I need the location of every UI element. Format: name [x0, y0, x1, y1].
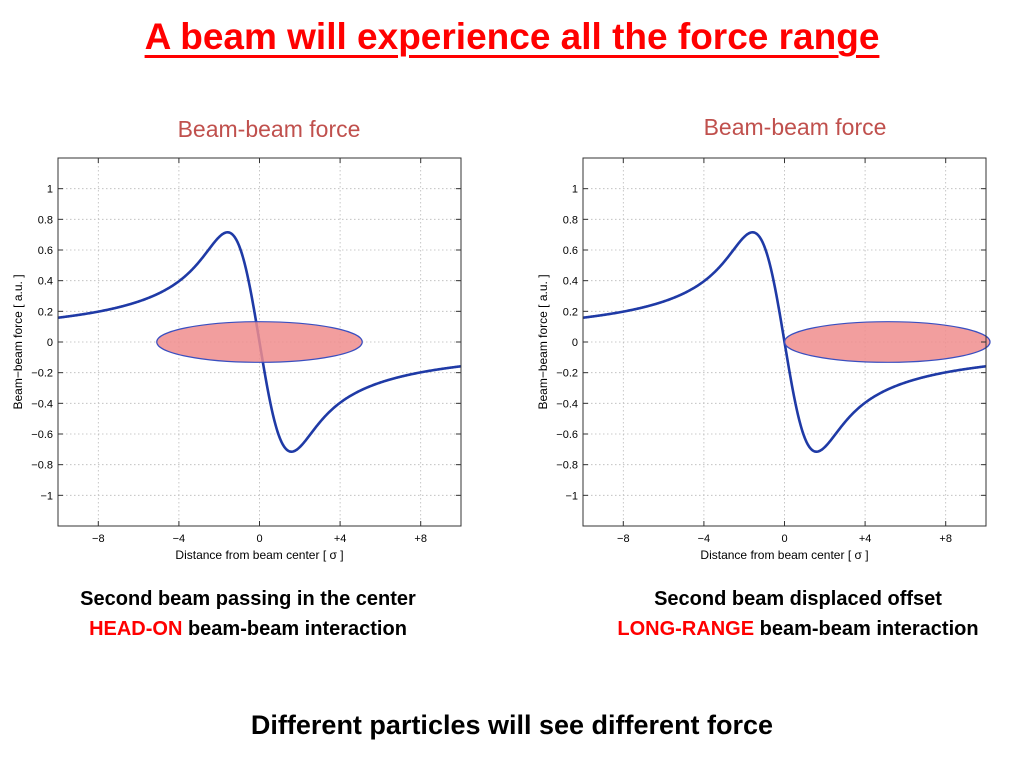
- caption-right-line2: LONG-RANGE beam-beam interaction: [578, 614, 1018, 644]
- x-tick-label: −8: [617, 533, 630, 545]
- x-tick-label: +8: [414, 533, 427, 545]
- x-tick-label: −4: [698, 533, 711, 545]
- caption-right-line1: Second beam displaced offset: [654, 588, 942, 610]
- y-tick-label: 0.4: [38, 276, 53, 288]
- x-tick-label: 0: [781, 533, 787, 545]
- y-axis-label: Beam−beam force [ a.u. ]: [11, 274, 25, 409]
- y-tick-label: −1: [40, 490, 53, 502]
- footer-text: Different particles will see different f…: [250, 710, 774, 740]
- head-on-label: HEAD-ON: [89, 618, 183, 640]
- y-tick-label: 1: [572, 184, 578, 196]
- x-tick-label: +4: [859, 533, 872, 545]
- x-axis-label: Distance from beam center [ σ ]: [700, 548, 868, 562]
- y-tick-label: 0.2: [563, 306, 578, 318]
- y-tick-label: 0: [572, 337, 578, 349]
- caption-left-line2-rest: beam-beam interaction: [182, 618, 407, 640]
- x-tick-label: +4: [334, 533, 347, 545]
- y-tick-label: 0.8: [38, 214, 53, 226]
- long-range-label: LONG-RANGE: [617, 618, 755, 640]
- y-tick-label: 0.6: [38, 245, 53, 257]
- caption-right: Second beam displaced offset LONG-RANGE …: [578, 584, 1018, 644]
- y-tick-label: 1: [47, 184, 53, 196]
- caption-left-line1: Second beam passing in the center: [80, 588, 416, 610]
- y-tick-label: 0.6: [563, 245, 578, 257]
- y-tick-label: 0.2: [38, 306, 53, 318]
- y-tick-label: 0.4: [563, 276, 578, 288]
- y-tick-label: −1: [565, 490, 578, 502]
- x-tick-label: 0: [256, 533, 262, 545]
- y-axis-label: Beam−beam force [ a.u. ]: [536, 274, 550, 409]
- y-tick-label: −0.6: [31, 429, 53, 441]
- x-tick-label: −4: [173, 533, 186, 545]
- caption-right-line2-rest: beam-beam interaction: [754, 618, 979, 640]
- x-tick-label: +8: [939, 533, 952, 545]
- y-tick-label: −0.2: [556, 368, 578, 380]
- caption-left-line2: HEAD-ON beam-beam interaction: [28, 614, 468, 644]
- y-tick-label: −0.4: [31, 398, 53, 410]
- panel-title-left: Beam-beam force: [177, 116, 361, 142]
- x-axis-label: Distance from beam center [ σ ]: [175, 548, 343, 562]
- y-tick-label: 0.8: [563, 214, 578, 226]
- panel-title-right: Beam-beam force: [703, 114, 887, 140]
- caption-left: Second beam passing in the center HEAD-O…: [28, 584, 468, 644]
- y-tick-label: −0.8: [31, 460, 53, 472]
- y-tick-label: −0.2: [31, 368, 53, 380]
- beam-ellipse: [156, 321, 363, 363]
- slide-title: A beam will experience all the force ran…: [144, 16, 880, 57]
- chart-long-range: −8 −4 0 +4 +8 1 0.8 0.6 0.4 0.2 0 −0.2 −0.4 −0.6 −0.8 −…: [536, 157, 991, 562]
- y-tick-label: 0: [47, 337, 53, 349]
- beam-ellipse: [783, 321, 991, 363]
- y-tick-label: −0.8: [556, 460, 578, 472]
- y-tick-label: −0.4: [556, 398, 578, 410]
- y-tick-label: −0.6: [556, 429, 578, 441]
- x-tick-label: −8: [92, 533, 105, 545]
- chart-head-on: −8 −4 0 +4 +8 1 0.8 0.6 0.4 0.2 0 −0.2 −0.4 −0.6 −0.8 −…: [11, 157, 462, 562]
